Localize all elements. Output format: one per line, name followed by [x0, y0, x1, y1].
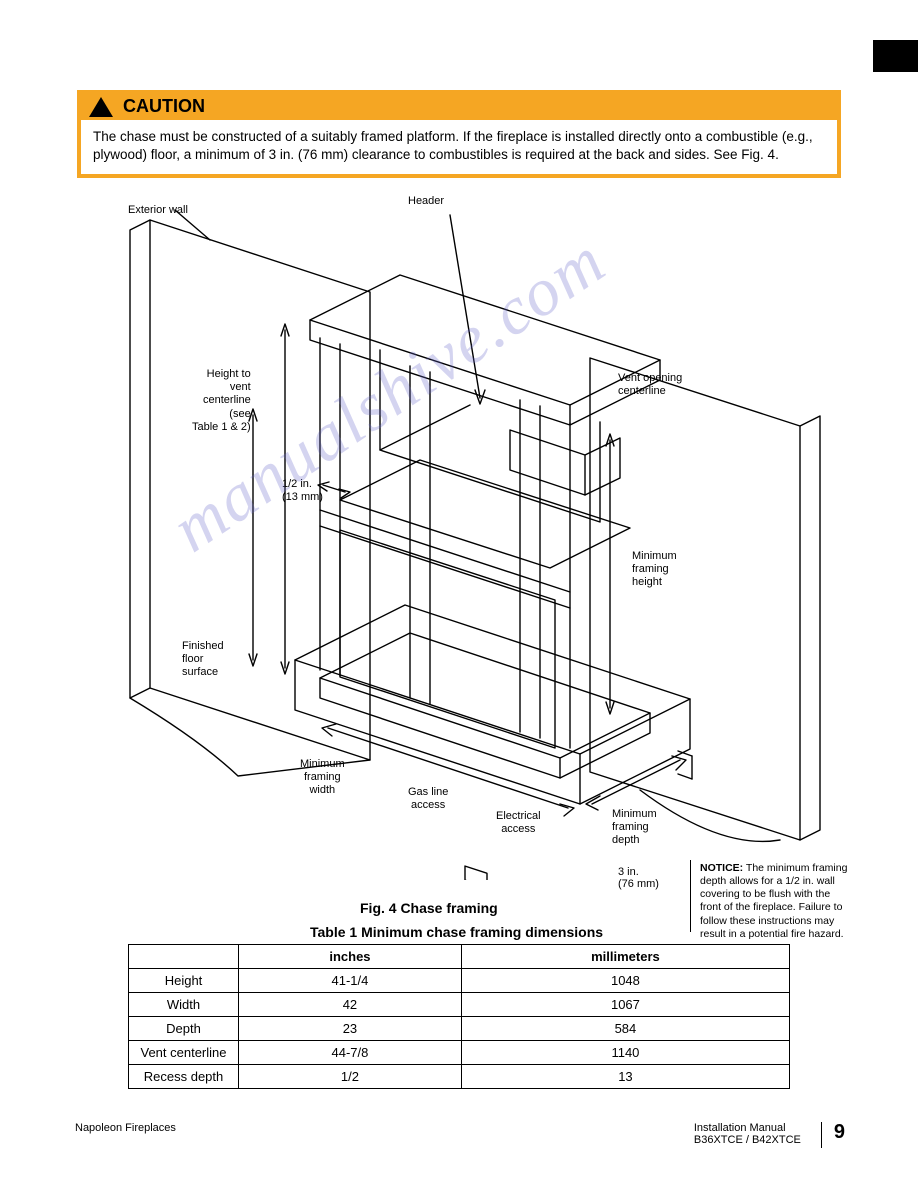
- table-cell: 23: [239, 1017, 462, 1041]
- table-row: Width 42 1067: [129, 993, 790, 1017]
- table-cell: 44-7/8: [239, 1041, 462, 1065]
- table-cell: 584: [461, 1017, 789, 1041]
- footer-left: Napoleon Fireplaces: [75, 1122, 176, 1148]
- label-half-inch: 1/2 in. (13 mm): [282, 478, 323, 504]
- table-header: millimeters: [461, 945, 789, 969]
- footer-line1: Installation Manual: [694, 1122, 801, 1134]
- caution-body: The chase must be constructed of a suita…: [81, 120, 837, 174]
- table-cell: Height: [129, 969, 239, 993]
- table-cell: 1/2: [239, 1065, 462, 1089]
- table-cell: 1140: [461, 1041, 789, 1065]
- table-cell: 1048: [461, 969, 789, 993]
- label-vent-opening: Vent opening centerline: [618, 372, 682, 398]
- label-height-centerline: Height to vent centerline (see Table 1 &…: [192, 368, 251, 434]
- table-row: Recess depth 1/2 13: [129, 1065, 790, 1089]
- framing-diagram: [80, 200, 838, 880]
- label-exterior-wall: Exterior wall: [128, 204, 188, 217]
- page-number: 9: [834, 1122, 845, 1142]
- caution-box: CAUTION The chase must be constructed of…: [77, 90, 841, 178]
- note-divider: [690, 860, 691, 932]
- table-title: Table 1 Minimum chase framing dimensions: [310, 924, 603, 940]
- dimensions-table: inches millimeters Height 41-1/4 1048 Wi…: [128, 944, 790, 1089]
- page-tab: [873, 40, 918, 72]
- note-block: NOTICE: The minimum framing depth allows…: [700, 862, 850, 941]
- caution-title: CAUTION: [123, 96, 205, 117]
- table-cell: Vent centerline: [129, 1041, 239, 1065]
- table-row: Depth 23 584: [129, 1017, 790, 1041]
- label-min-width: Minimum framing width: [300, 758, 345, 798]
- table-cell: 42: [239, 993, 462, 1017]
- table-cell: Depth: [129, 1017, 239, 1041]
- table-cell: 13: [461, 1065, 789, 1089]
- label-min-depth: Minimum framing depth: [612, 808, 657, 848]
- table-header: [129, 945, 239, 969]
- label-finished-floor: Finished floor surface: [182, 640, 224, 680]
- label-3in: 3 in. (76 mm): [618, 866, 659, 890]
- label-min-height: Minimum framing height: [632, 550, 677, 590]
- table-cell: Recess depth: [129, 1065, 239, 1089]
- footer-line2: B36XTCE / B42XTCE: [694, 1134, 801, 1146]
- table-header: inches: [239, 945, 462, 969]
- caution-header: CAUTION: [81, 94, 837, 120]
- footer-divider: [821, 1122, 822, 1148]
- label-gas-line: Gas line access: [408, 786, 448, 812]
- label-header: Header: [408, 195, 444, 208]
- warning-triangle-icon: [89, 97, 113, 117]
- footer-right: Installation Manual B36XTCE / B42XTCE 9: [694, 1122, 845, 1148]
- table-row: Vent centerline 44-7/8 1140: [129, 1041, 790, 1065]
- table-header-row: inches millimeters: [129, 945, 790, 969]
- table-cell: 41-1/4: [239, 969, 462, 993]
- table-cell: 1067: [461, 993, 789, 1017]
- table-row: Height 41-1/4 1048: [129, 969, 790, 993]
- table-cell: Width: [129, 993, 239, 1017]
- figure-caption: Fig. 4 Chase framing: [360, 900, 498, 916]
- note-lead: NOTICE:: [700, 862, 743, 874]
- footer: Napoleon Fireplaces Installation Manual …: [75, 1122, 845, 1148]
- label-electrical: Electrical access: [496, 810, 541, 836]
- label-3in-text: 3 in. (76 mm): [618, 866, 659, 890]
